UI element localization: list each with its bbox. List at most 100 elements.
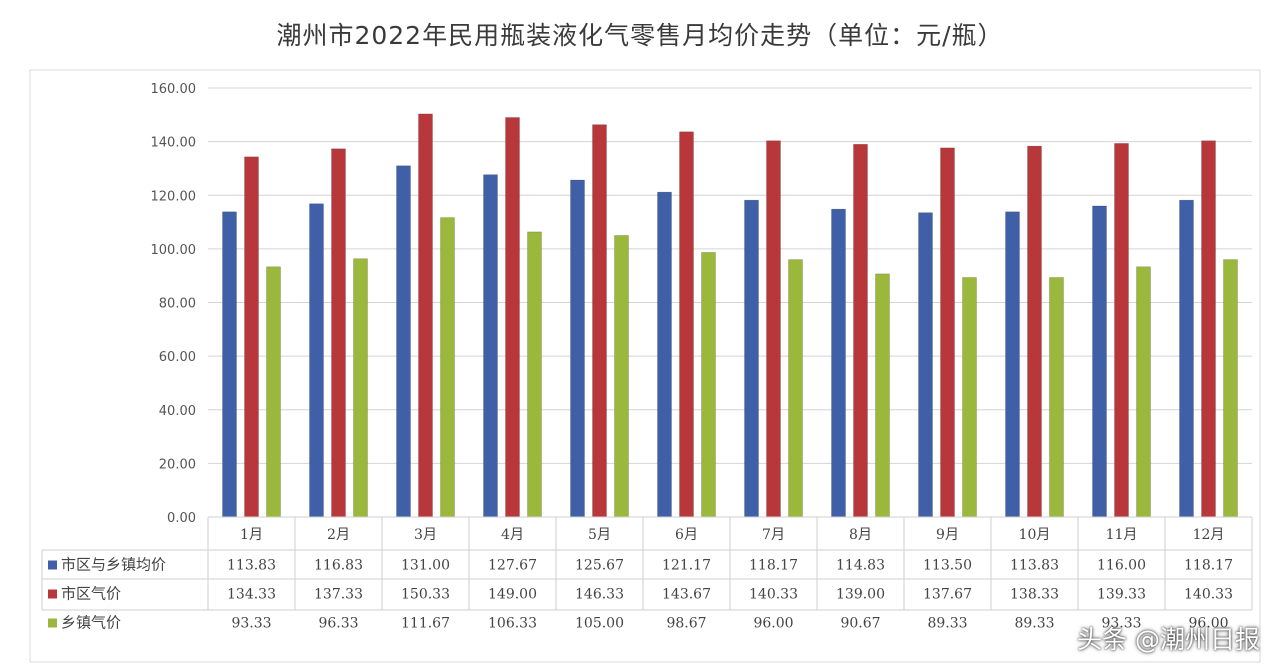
- data-label: 111.67: [401, 616, 450, 632]
- legend-series-label: 市区气价: [61, 585, 121, 603]
- data-label: 96.00: [753, 616, 793, 632]
- bar: [1201, 140, 1216, 518]
- legend-swatch: [48, 618, 57, 628]
- data-label: 150.33: [401, 587, 450, 603]
- bar: [309, 203, 324, 518]
- x-category-label: 11月: [1106, 527, 1138, 543]
- y-tick-label: 20.00: [159, 457, 196, 472]
- data-label: 146.33: [575, 587, 624, 603]
- bar: [266, 266, 281, 518]
- data-label: 93.33: [231, 616, 271, 632]
- data-label: 89.33: [1014, 616, 1054, 632]
- chart-frame: [29, 69, 1261, 663]
- data-label: 131.00: [401, 558, 450, 574]
- data-label: 98.67: [666, 616, 706, 632]
- bar: [614, 235, 629, 518]
- x-category-label: 9月: [936, 527, 959, 543]
- data-label: 149.00: [488, 587, 537, 603]
- data-label: 143.67: [662, 587, 711, 603]
- x-category-label: 12月: [1193, 527, 1225, 543]
- bar: [766, 140, 781, 518]
- legend-series-label: 乡镇气价: [61, 614, 121, 632]
- data-label: 116.83: [314, 558, 363, 574]
- data-label: 139.33: [1097, 587, 1146, 603]
- bar: [353, 258, 368, 518]
- data-label: 113.50: [923, 558, 972, 574]
- data-label: 134.33: [227, 587, 276, 603]
- bar: [244, 156, 259, 518]
- data-label: 127.67: [488, 558, 537, 574]
- bar: [1092, 205, 1107, 518]
- bar: [592, 124, 607, 518]
- bar: [788, 259, 803, 518]
- data-label: 140.33: [1184, 587, 1233, 603]
- data-label: 137.67: [923, 587, 972, 603]
- data-label: 125.67: [575, 558, 624, 574]
- data-label: 96.33: [318, 616, 358, 632]
- x-category-label: 6月: [675, 527, 698, 543]
- bar: [1049, 277, 1064, 518]
- bar: [1136, 266, 1151, 518]
- y-tick-label: 140.00: [151, 136, 197, 151]
- bar: [505, 117, 520, 518]
- data-label: 140.33: [749, 587, 798, 603]
- y-tick-label: 160.00: [151, 82, 197, 97]
- bar: [440, 217, 455, 518]
- legend-swatch: [48, 560, 57, 570]
- data-label: 138.33: [1010, 587, 1059, 603]
- bar: [679, 131, 694, 518]
- chart-title: 潮州市2022年民用瓶装液化气零售月均价走势（单位：元/瓶）: [276, 21, 1004, 50]
- data-label: 105.00: [575, 616, 624, 632]
- bar: [222, 211, 237, 518]
- y-tick-label: 60.00: [159, 350, 196, 365]
- data-label: 93.33: [1101, 616, 1141, 632]
- data-label: 114.83: [836, 558, 885, 574]
- legend-swatch: [48, 589, 57, 599]
- x-category-label: 10月: [1019, 527, 1051, 543]
- data-label: 96.00: [1188, 616, 1228, 632]
- bar: [831, 208, 846, 518]
- bar: [527, 231, 542, 518]
- y-tick-label: 80.00: [159, 297, 196, 312]
- data-label: 106.33: [488, 616, 537, 632]
- bar: [396, 165, 411, 518]
- bar: [918, 212, 933, 518]
- legend-series-label: 市区与乡镇均价: [61, 556, 166, 574]
- data-label: 113.83: [227, 558, 276, 574]
- data-label: 113.83: [1010, 558, 1059, 574]
- x-category-label: 2月: [327, 527, 350, 543]
- bar: [853, 144, 868, 518]
- x-category-label: 3月: [414, 527, 437, 543]
- bar: [1223, 259, 1238, 518]
- x-category-label: 5月: [588, 527, 611, 543]
- bar: [744, 199, 759, 518]
- bar: [418, 113, 433, 518]
- y-tick-label: 0.00: [167, 511, 196, 526]
- y-tick-label: 40.00: [159, 404, 196, 419]
- data-label: 137.33: [314, 587, 363, 603]
- data-label: 116.00: [1097, 558, 1146, 574]
- y-tick-label: 100.00: [151, 243, 197, 258]
- data-label: 89.33: [927, 616, 967, 632]
- bar: [1114, 143, 1129, 518]
- source-watermark: 头条 @潮州日报: [1077, 625, 1260, 654]
- bar: [940, 147, 955, 518]
- bar: [962, 277, 977, 518]
- bar: [1179, 199, 1194, 518]
- data-label: 139.00: [836, 587, 885, 603]
- bar: [657, 191, 672, 518]
- bar: [1027, 145, 1042, 518]
- data-label: 90.67: [840, 616, 880, 632]
- bar: [570, 179, 585, 518]
- y-tick-label: 120.00: [151, 189, 197, 204]
- x-category-label: 7月: [762, 527, 785, 543]
- bar: [701, 252, 716, 518]
- data-label: 121.17: [662, 558, 711, 574]
- x-category-label: 4月: [501, 527, 524, 543]
- data-label: 118.17: [1184, 558, 1233, 574]
- data-label: 118.17: [749, 558, 798, 574]
- bar: [331, 148, 346, 518]
- bar: [1005, 211, 1020, 518]
- x-category-label: 1月: [240, 527, 263, 543]
